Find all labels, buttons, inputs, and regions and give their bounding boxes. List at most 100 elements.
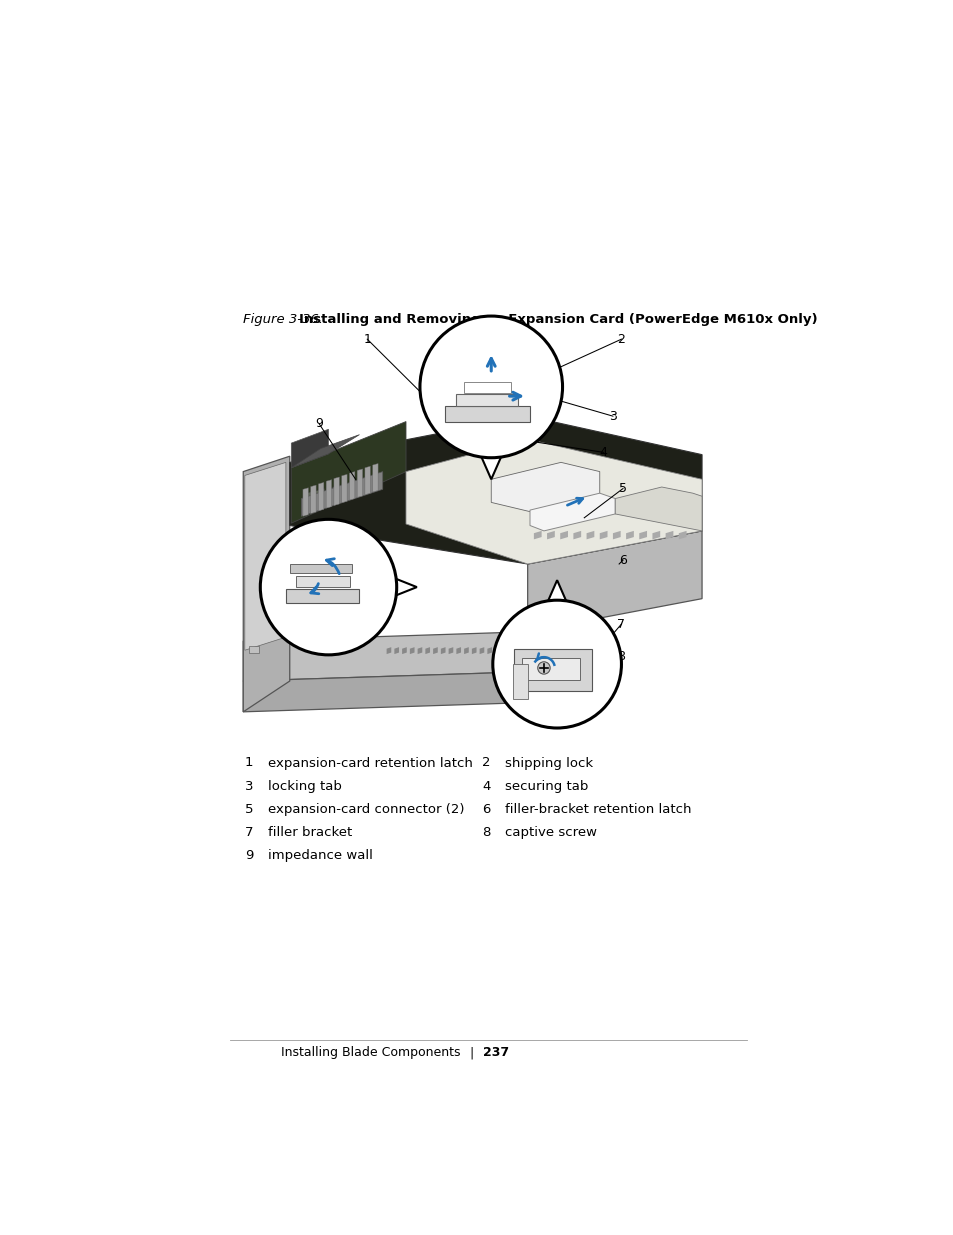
Text: 7: 7 [617,618,625,631]
Bar [521,658,579,679]
Polygon shape [373,463,377,492]
Text: captive screw: captive screw [505,826,597,839]
Text: Installing and Removing an Expansion Card (PowerEdge M610x Only): Installing and Removing an Expansion Car… [298,312,817,326]
Text: 3: 3 [608,410,617,422]
Polygon shape [652,531,659,540]
Polygon shape [599,531,607,540]
Text: 1: 1 [245,757,253,769]
Bar [444,406,530,421]
Text: 2: 2 [617,332,625,346]
Text: Installing Blade Components: Installing Blade Components [280,1046,459,1060]
Text: 5: 5 [245,803,253,815]
Text: 8: 8 [481,826,490,839]
Bar [286,589,359,603]
Polygon shape [349,472,355,500]
Text: locking tab: locking tab [268,779,341,793]
Polygon shape [243,672,527,711]
Text: shipping lock: shipping lock [505,757,593,769]
Polygon shape [665,531,673,540]
Polygon shape [305,489,324,503]
Text: 6: 6 [481,803,490,815]
Polygon shape [480,454,501,479]
Polygon shape [456,647,460,655]
Polygon shape [479,647,484,655]
Polygon shape [433,647,437,655]
Bar [464,383,510,393]
Polygon shape [243,456,290,711]
Polygon shape [386,647,391,655]
Polygon shape [586,531,594,540]
Bar [513,664,528,699]
Polygon shape [334,477,339,505]
Polygon shape [491,462,599,511]
Polygon shape [527,531,701,632]
Circle shape [493,600,620,727]
Text: 7: 7 [245,826,253,839]
Polygon shape [502,647,507,655]
Polygon shape [318,483,323,511]
Polygon shape [679,531,686,540]
Text: filler bracket: filler bracket [268,826,352,839]
Polygon shape [417,647,422,655]
Text: |: | [469,1046,474,1060]
Bar [249,646,258,652]
Bar [456,394,517,406]
Polygon shape [303,488,308,516]
Polygon shape [534,531,541,540]
Polygon shape [365,466,370,495]
Text: 4: 4 [481,779,490,793]
Polygon shape [291,430,328,468]
Bar [514,648,592,692]
Polygon shape [559,531,567,540]
Text: 8: 8 [617,650,625,663]
Polygon shape [332,483,352,496]
Polygon shape [326,479,332,508]
Text: 2: 2 [481,757,490,769]
Polygon shape [517,647,522,655]
Text: 9: 9 [245,848,253,862]
Polygon shape [394,647,398,655]
Polygon shape [573,531,580,540]
Polygon shape [243,632,527,680]
Polygon shape [495,647,499,655]
Text: 3: 3 [245,779,253,793]
Bar [290,564,352,573]
Polygon shape [639,531,646,540]
Polygon shape [356,469,362,498]
Polygon shape [406,440,701,564]
Polygon shape [440,647,445,655]
Text: expansion-card retention latch: expansion-card retention latch [268,757,473,769]
Text: 5: 5 [618,482,626,495]
Polygon shape [311,485,315,514]
Polygon shape [291,435,359,468]
Polygon shape [612,531,620,540]
Polygon shape [472,647,476,655]
Circle shape [419,316,562,458]
Text: Figure 3-36.: Figure 3-36. [243,312,340,326]
Text: 1: 1 [363,332,371,346]
Polygon shape [625,531,633,540]
Text: 4: 4 [599,446,607,459]
Polygon shape [464,647,468,655]
Polygon shape [487,647,492,655]
Polygon shape [359,477,378,490]
Text: 6: 6 [618,553,626,567]
Polygon shape [425,647,430,655]
Polygon shape [546,531,555,540]
Polygon shape [290,416,701,564]
Polygon shape [245,462,286,651]
Polygon shape [410,647,415,655]
Polygon shape [530,493,615,531]
Text: securing tab: securing tab [505,779,588,793]
Text: impedance wall: impedance wall [268,848,373,862]
Polygon shape [291,421,406,524]
Text: 237: 237 [483,1046,509,1060]
Polygon shape [402,647,406,655]
Text: 9: 9 [314,417,323,430]
Polygon shape [615,487,701,531]
Polygon shape [394,578,416,597]
Circle shape [260,520,396,655]
Polygon shape [546,580,567,603]
Text: expansion-card connector (2): expansion-card connector (2) [268,803,464,815]
Circle shape [537,662,550,674]
